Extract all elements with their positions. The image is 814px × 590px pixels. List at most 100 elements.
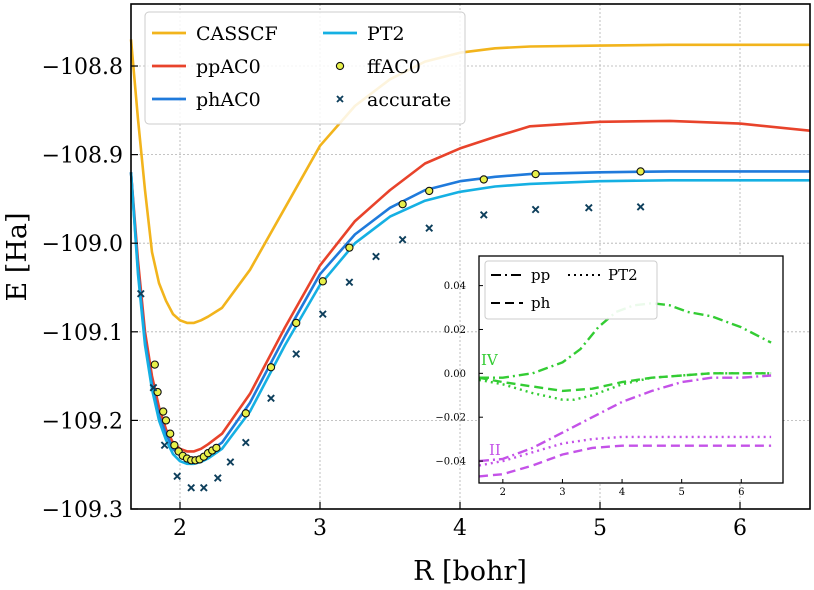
point-ffac0: [241, 409, 250, 418]
point-accurate-stroke: [398, 235, 407, 244]
point-ffac0: [636, 167, 645, 176]
point-ffac0: [398, 200, 407, 209]
inset-legend-label-pp: pp: [531, 266, 550, 284]
legend-label-ppac0: ppAC0: [196, 56, 261, 78]
inset-plot-frame: [478, 255, 784, 484]
y-axis-label: E [Ha]: [2, 212, 33, 301]
point-accurate: [531, 205, 540, 214]
legend-swatch-accurate: [336, 95, 344, 103]
inset-series-ii-pp: [478, 374, 772, 463]
inset-y-tick-label: 0.04: [444, 281, 466, 292]
inset-y-tick-label: −0.04: [435, 457, 466, 468]
point-accurate: [345, 278, 354, 287]
inset-legend-label-ph: ph: [531, 294, 551, 312]
legend-label-pt2: PT2: [367, 23, 405, 45]
point-accurate-stroke: [173, 472, 182, 481]
main-axis-ticks: 2 3 4 5 6 −109.3 −109.2 −109.1 −109.0 −108.9 −108.…: [42, 55, 747, 541]
x-tick-label: 4: [453, 516, 467, 541]
point-accurate-stroke: [479, 210, 488, 219]
point-accurate: [226, 458, 235, 466]
point-accurate-stroke: [636, 203, 645, 211]
point-ffac0: [266, 363, 276, 372]
inset-y-tick-label: 0.00: [444, 369, 466, 380]
inset-x-tick-label: 3: [559, 487, 565, 498]
point-ffac0: [479, 175, 488, 184]
x-tick-label: 6: [733, 516, 747, 541]
main-series-group: [129, 39, 811, 492]
legend-label-phac0: phAC0: [196, 89, 261, 111]
point-ffac0: [159, 407, 168, 416]
legend-item-ppac0: ppAC0: [152, 56, 261, 78]
point-ffac0: [212, 443, 221, 453]
point-ffac0: [170, 441, 179, 450]
point-accurate-stroke: [199, 483, 208, 492]
inset-series-iv-pt2: [478, 372, 772, 401]
y-tick-label: −109.1: [42, 321, 123, 346]
y-tick-label: −108.9: [42, 144, 123, 169]
legend-label-accurate: accurate: [367, 89, 451, 111]
y-tick-label: −109.0: [42, 232, 123, 257]
inset-legend-item-pp: pp: [491, 266, 550, 284]
inset-x-tick-label: 4: [619, 487, 625, 498]
series-line-casscf: [129, 39, 810, 325]
point-accurate: [149, 383, 158, 392]
inset-series-iv-ph: [478, 372, 772, 393]
inset-series-ii-ph: [478, 444, 772, 478]
inset-legend-item-ph: ph: [491, 294, 551, 312]
series-line-pt2: [129, 172, 810, 466]
x-tick-label: 2: [173, 516, 187, 541]
y-tick-label: −108.8: [42, 55, 123, 80]
legend-label-casscf: CASSCF: [196, 23, 278, 45]
legend-label-ffac0: ffAC0: [367, 56, 421, 78]
point-accurate: [267, 394, 275, 403]
main-legend-box: [144, 11, 466, 125]
point-accurate-stroke: [160, 441, 169, 450]
point-ffac0: [425, 186, 434, 196]
point-accurate-stroke: [292, 350, 301, 358]
point-accurate: [136, 289, 145, 298]
point-accurate-stroke: [226, 458, 235, 466]
legend-swatch-ffac0: [335, 61, 345, 71]
x-tick-label: 3: [313, 516, 327, 541]
point-accurate: [292, 350, 301, 358]
point-accurate: [241, 438, 250, 447]
point-accurate: [372, 252, 380, 261]
point-accurate-stroke: [584, 203, 593, 212]
inset-x-tick-label: 2: [500, 487, 506, 498]
point-accurate-stroke: [318, 310, 327, 318]
point-ffac0: [345, 243, 354, 252]
y-tick-label: −109.2: [42, 409, 123, 434]
point-accurate: [425, 224, 434, 233]
point-accurate: [160, 441, 169, 450]
inset-annotation-iv: IV: [481, 351, 499, 369]
point-accurate-stroke: [425, 224, 434, 233]
point-accurate: [584, 203, 593, 212]
inset-legend-label-pt2: PT2: [608, 266, 638, 284]
inset-legend-item-pt2: PT2: [568, 266, 638, 284]
point-accurate-stroke: [372, 252, 380, 261]
inset-annotation-ii: II: [489, 441, 501, 459]
legend-item-ffac0: ffAC0: [335, 56, 421, 78]
point-accurate-stroke: [213, 474, 222, 482]
point-accurate-stroke: [241, 438, 250, 447]
legend-item-accurate: accurate: [336, 89, 451, 111]
point-accurate: [318, 310, 327, 318]
x-axis-label: R [bohr]: [413, 556, 527, 587]
inset-chart: 2 3 4 5 6 −0.04 −0.02 0.00 0.02 0.04 IV II pp ph PT…: [435, 255, 784, 498]
legend-item-casscf: CASSCF: [152, 23, 278, 45]
point-accurate-stroke: [136, 289, 145, 298]
x-tick-label: 5: [593, 516, 607, 541]
point-accurate-stroke: [187, 483, 196, 492]
main-legend: CASSCF ppAC0 phAC0 PT2 ffAC0 accurate: [144, 11, 466, 125]
point-accurate: [187, 483, 196, 492]
inset-y-tick-label: −0.02: [435, 413, 466, 424]
point-ffac0: [150, 360, 159, 369]
series-line-phac0: [129, 170, 810, 460]
point-accurate-stroke: [531, 205, 540, 214]
point-accurate: [213, 474, 222, 482]
inset-x-tick-label: 6: [738, 487, 744, 498]
point-accurate-stroke: [345, 278, 354, 287]
y-tick-label: −109.3: [42, 498, 123, 523]
point-ffac0: [318, 277, 327, 286]
